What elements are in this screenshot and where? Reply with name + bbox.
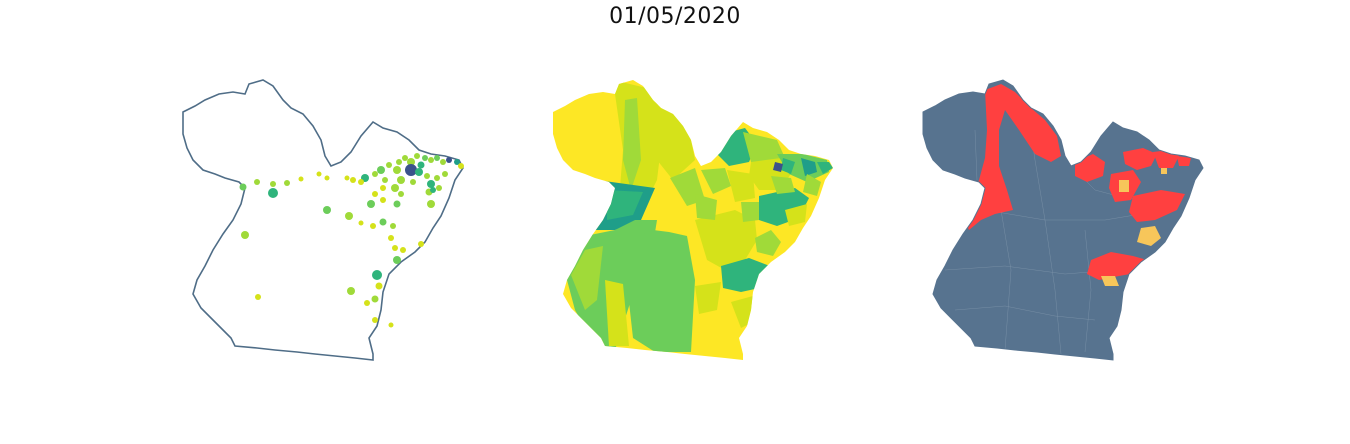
classification-map xyxy=(922,79,1204,361)
points-map xyxy=(182,79,464,361)
city-point xyxy=(454,159,460,165)
city-point xyxy=(372,171,378,177)
city-point xyxy=(427,200,435,208)
city-point xyxy=(254,179,260,185)
city-point xyxy=(398,191,404,197)
city-point xyxy=(255,294,261,300)
city-point xyxy=(428,157,434,163)
city-point xyxy=(436,185,442,191)
city-point xyxy=(410,179,416,185)
city-point xyxy=(427,180,435,188)
city-point xyxy=(380,185,386,191)
city-point xyxy=(350,177,356,183)
city-point xyxy=(241,231,249,239)
city-point xyxy=(298,176,304,182)
city-point xyxy=(424,173,430,179)
city-point xyxy=(434,175,440,181)
state-outline-class xyxy=(922,79,1204,361)
city-point xyxy=(391,184,399,192)
city-point xyxy=(370,223,376,229)
city-point xyxy=(440,159,446,165)
city-point xyxy=(393,166,401,174)
city-point xyxy=(377,166,385,174)
city-point xyxy=(358,179,364,185)
city-point xyxy=(446,157,452,163)
city-point xyxy=(375,282,383,290)
city-point xyxy=(379,218,387,226)
city-point xyxy=(372,317,378,323)
city-point xyxy=(434,155,440,161)
city-point xyxy=(380,197,386,203)
city-point xyxy=(367,200,375,208)
city-point xyxy=(270,181,276,187)
city-point xyxy=(393,256,401,264)
city-point xyxy=(396,159,402,165)
city-point xyxy=(372,191,378,197)
city-point xyxy=(344,175,350,181)
city-point xyxy=(324,175,330,181)
city-point xyxy=(284,180,290,186)
city-point xyxy=(358,220,364,226)
city-point xyxy=(388,322,394,328)
city-point xyxy=(382,177,388,183)
state-outline xyxy=(182,79,464,361)
city-point xyxy=(386,162,392,168)
map-date-title: 01/05/2020 xyxy=(609,4,741,29)
city-point xyxy=(415,168,423,176)
city-point xyxy=(364,300,370,306)
city-point xyxy=(371,295,379,303)
city-point xyxy=(417,161,425,169)
choropleth-regions xyxy=(553,80,833,360)
city-point xyxy=(442,171,448,177)
city-point xyxy=(316,171,322,177)
city-point xyxy=(418,241,424,247)
city-point xyxy=(323,206,331,214)
city-point xyxy=(422,155,428,161)
city-point xyxy=(392,245,398,251)
city-point xyxy=(372,270,382,280)
city-point xyxy=(239,183,247,191)
city-point xyxy=(393,200,401,208)
city-point xyxy=(388,235,394,241)
city-point xyxy=(347,287,355,295)
city-point xyxy=(430,187,436,193)
choropleth-map xyxy=(553,80,833,360)
city-point xyxy=(400,247,406,253)
city-point xyxy=(407,158,415,166)
city-point xyxy=(402,155,408,161)
city-points-layer xyxy=(239,153,464,328)
classification-regions xyxy=(923,80,1203,360)
city-point xyxy=(405,164,417,176)
city-point xyxy=(458,163,464,169)
city-point xyxy=(345,212,353,220)
city-point xyxy=(397,176,405,184)
city-point xyxy=(268,188,278,198)
city-point xyxy=(390,223,396,229)
city-point xyxy=(414,153,420,159)
